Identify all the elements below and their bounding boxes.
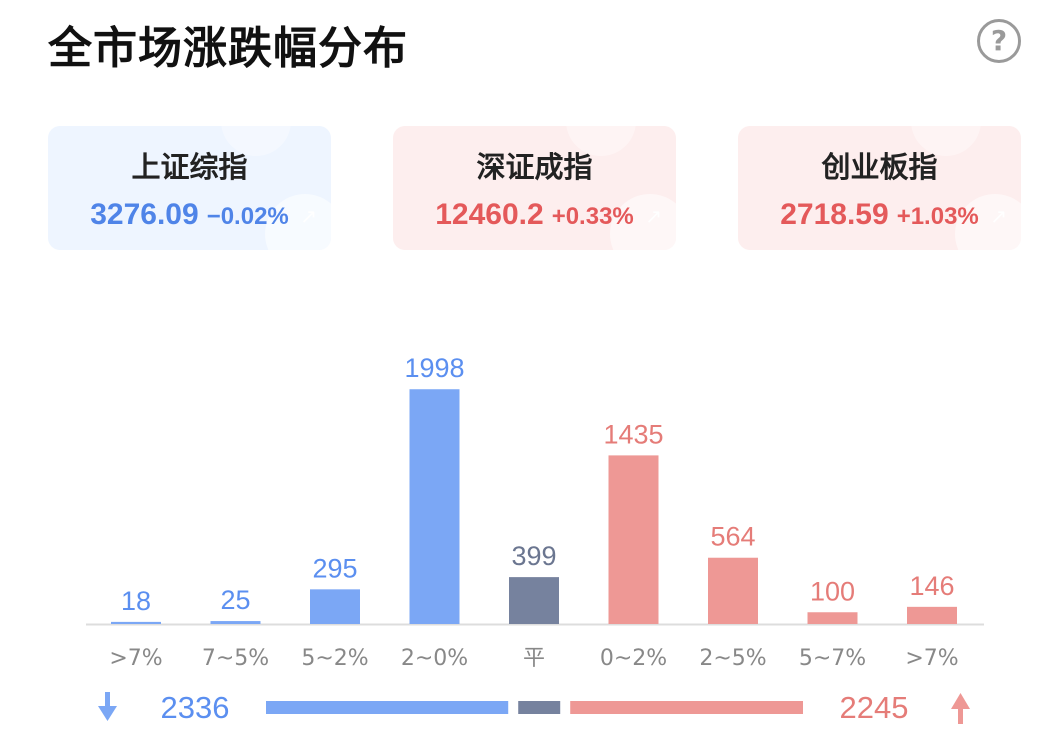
tick-label-8: >7% — [905, 646, 958, 671]
bar-7 — [807, 612, 858, 624]
bar-8 — [907, 606, 957, 624]
bar-5 — [608, 455, 659, 624]
arrow-down-icon — [98, 706, 117, 721]
up-total: 2245 — [840, 690, 909, 725]
help-icon[interactable]: ? — [977, 19, 1021, 63]
trend-icon: ↗ — [645, 204, 662, 228]
data-label-1: 25 — [220, 585, 250, 615]
data-label-2: 295 — [312, 553, 357, 583]
arrow-down-icon — [105, 692, 110, 710]
arrow-up-icon — [958, 707, 963, 724]
index-card-shanghai[interactable]: 上证综指 3276.09 −0.02% ↗ — [48, 126, 331, 250]
trend-icon: ↗ — [300, 204, 317, 228]
index-name: 深证成指 — [476, 150, 593, 184]
tick-label-3: 2~0% — [401, 646, 468, 671]
bar-4 — [509, 577, 559, 624]
index-name: 创业板指 — [821, 150, 938, 184]
data-label-5: 1435 — [603, 419, 663, 449]
bar-3 — [409, 389, 460, 624]
data-label-0: 18 — [121, 586, 151, 616]
summary-bar-up — [570, 701, 803, 714]
bar-6 — [708, 557, 758, 624]
tick-label-1: 7~5% — [202, 646, 269, 671]
data-label-8: 146 — [909, 571, 954, 601]
down-total: 2336 — [161, 690, 230, 725]
summary-bar-flat — [518, 701, 561, 714]
tick-label-6: 2~5% — [699, 646, 766, 671]
index-card-chinext[interactable]: 创业板指 2718.59 +1.03% ↗ — [738, 126, 1021, 250]
index-change: −0.02% — [206, 203, 289, 230]
index-change: +0.33% — [551, 203, 634, 230]
index-name: 上证综指 — [131, 150, 248, 184]
index-change: +1.03% — [896, 203, 979, 230]
tick-label-2: 5~2% — [301, 646, 368, 671]
tick-label-4: 平 — [523, 646, 545, 671]
data-label-3: 1998 — [404, 353, 464, 383]
data-label-7: 100 — [810, 576, 855, 606]
tick-label-0: >7% — [109, 646, 162, 671]
tick-label-7: 5~7% — [799, 646, 866, 671]
bar-1 — [210, 621, 261, 624]
index-value: 12460.2 — [435, 198, 544, 231]
summary-bar-down — [266, 701, 509, 714]
trend-icon: ↗ — [990, 204, 1007, 228]
arrow-up-icon — [951, 693, 970, 709]
page-title: 全市场涨跌幅分布 — [48, 23, 408, 74]
index-value: 2718.59 — [780, 198, 889, 231]
data-label-4: 399 — [511, 541, 556, 571]
data-label-6: 564 — [710, 522, 755, 552]
bar-0 — [111, 621, 161, 624]
bar-2 — [310, 589, 360, 624]
index-value: 3276.09 — [90, 198, 199, 231]
tick-label-5: 0~2% — [600, 646, 667, 671]
index-card-shenzhen[interactable]: 深证成指 12460.2 +0.33% ↗ — [393, 126, 676, 250]
